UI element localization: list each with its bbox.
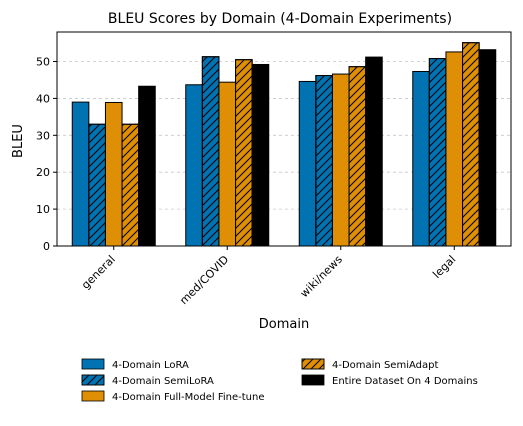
bar-hatch (462, 42, 480, 247)
bar (71, 101, 90, 247)
y-tick-label: 40 (36, 92, 50, 105)
bar-hatch (88, 123, 106, 247)
plot-frame (56, 31, 512, 247)
legend-label: Entire Dataset On 4 Domains (332, 376, 478, 387)
bars-layer (71, 42, 497, 247)
y-axis-label: BLEU (11, 124, 26, 158)
y-tick-label: 10 (36, 203, 50, 216)
x-tick-label: wiki/news (298, 253, 345, 300)
legend-swatch-hatch (301, 358, 325, 370)
bar-hatch (201, 56, 220, 247)
bar (365, 56, 383, 247)
legend-swatch-hatch (81, 374, 105, 386)
y-tick-label: 30 (36, 129, 50, 142)
x-tick-label: med/COVID (177, 253, 231, 307)
x-axis-label: Domain (259, 317, 309, 332)
x-tick-label: general (79, 253, 118, 292)
legend-swatch (301, 374, 325, 386)
bar-hatch (428, 58, 447, 247)
bar (298, 80, 317, 247)
y-tick-label: 0 (43, 240, 50, 253)
bar (478, 49, 497, 247)
legend-label: 4-Domain LoRA (112, 360, 189, 371)
legend-swatch (81, 358, 105, 370)
bar-hatch (235, 59, 253, 247)
bar (412, 70, 430, 247)
chart-title: BLEU Scores by Domain (4-Domain Experime… (108, 11, 452, 27)
bar (218, 81, 237, 247)
legend-swatch (81, 390, 105, 402)
bar-hatch (348, 66, 367, 247)
bar (251, 63, 270, 247)
bar (331, 73, 350, 247)
legend-label: 4-Domain SemiLoRA (112, 376, 214, 387)
y-tick-label: 20 (36, 166, 50, 179)
bar (138, 85, 156, 247)
bar (104, 101, 123, 247)
legend-label: 4-Domain SemiAdapt (332, 360, 438, 371)
legend-label: 4-Domain Full-Model Fine-tune (112, 392, 265, 403)
y-tick-label: 50 (36, 56, 50, 69)
bar-hatch (315, 75, 333, 247)
legend: 4-Domain LoRA 4-Domain SemiLoRA 4-Domain F… (81, 358, 478, 403)
x-tick-label: legal (430, 253, 458, 281)
bar (185, 84, 203, 247)
bar-hatch (121, 123, 140, 247)
bar (445, 51, 464, 247)
